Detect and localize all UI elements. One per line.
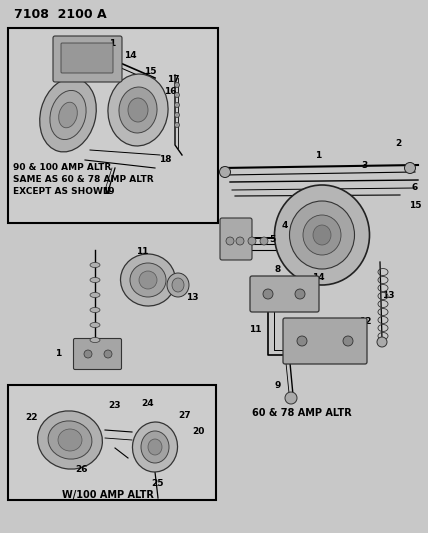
Bar xyxy=(8,385,216,500)
Text: 17: 17 xyxy=(166,76,179,85)
Ellipse shape xyxy=(90,293,100,297)
Text: 4: 4 xyxy=(282,221,288,230)
Ellipse shape xyxy=(133,422,178,472)
Circle shape xyxy=(84,350,92,358)
Text: 1: 1 xyxy=(315,150,321,159)
Ellipse shape xyxy=(121,254,175,306)
Text: 2: 2 xyxy=(395,139,401,148)
Text: 1: 1 xyxy=(55,349,61,358)
Circle shape xyxy=(343,336,353,346)
Text: 3: 3 xyxy=(292,229,298,238)
Text: 60 & 78 AMP ALTR: 60 & 78 AMP ALTR xyxy=(252,408,352,418)
Text: 26: 26 xyxy=(76,465,88,474)
Ellipse shape xyxy=(48,421,92,459)
Circle shape xyxy=(175,102,179,108)
Ellipse shape xyxy=(38,411,102,469)
Text: 9: 9 xyxy=(275,381,281,390)
Circle shape xyxy=(220,166,231,177)
Circle shape xyxy=(404,163,416,174)
Ellipse shape xyxy=(90,262,100,268)
Text: 14: 14 xyxy=(124,52,136,61)
Text: 14: 14 xyxy=(312,273,324,282)
Text: 90 & 100 AMP ALTR: 90 & 100 AMP ALTR xyxy=(13,163,111,172)
Text: SAME AS 60 & 78 AMP ALTR: SAME AS 60 & 78 AMP ALTR xyxy=(13,175,154,184)
Text: 6: 6 xyxy=(412,183,418,192)
Text: 12: 12 xyxy=(359,318,371,327)
FancyBboxPatch shape xyxy=(250,276,319,312)
Ellipse shape xyxy=(130,263,166,297)
Ellipse shape xyxy=(58,429,82,451)
Ellipse shape xyxy=(303,215,341,255)
Ellipse shape xyxy=(141,431,169,463)
Ellipse shape xyxy=(289,201,354,269)
Text: 11: 11 xyxy=(249,326,261,335)
Ellipse shape xyxy=(274,185,369,285)
Text: 10: 10 xyxy=(344,337,356,346)
Ellipse shape xyxy=(90,337,100,343)
Ellipse shape xyxy=(90,322,100,327)
Ellipse shape xyxy=(119,87,157,133)
Text: 25: 25 xyxy=(152,479,164,488)
Text: 7: 7 xyxy=(307,295,313,304)
FancyBboxPatch shape xyxy=(220,218,252,260)
Circle shape xyxy=(236,237,244,245)
FancyBboxPatch shape xyxy=(283,318,367,364)
Ellipse shape xyxy=(139,271,157,289)
Text: 23: 23 xyxy=(109,400,121,409)
Ellipse shape xyxy=(172,278,184,292)
Text: 27: 27 xyxy=(178,410,191,419)
Text: 18: 18 xyxy=(159,156,171,165)
Ellipse shape xyxy=(90,308,100,312)
Text: W/100 AMP ALTR: W/100 AMP ALTR xyxy=(62,490,154,500)
Ellipse shape xyxy=(128,98,148,122)
FancyBboxPatch shape xyxy=(74,338,122,369)
Ellipse shape xyxy=(50,91,86,140)
Ellipse shape xyxy=(313,225,331,245)
Circle shape xyxy=(248,237,256,245)
Bar xyxy=(8,28,218,223)
Ellipse shape xyxy=(59,102,77,128)
Text: 22: 22 xyxy=(26,414,38,423)
Circle shape xyxy=(377,337,387,347)
Ellipse shape xyxy=(108,74,168,146)
Text: 5: 5 xyxy=(269,236,275,245)
Text: 8: 8 xyxy=(275,265,281,274)
Text: 16: 16 xyxy=(164,87,176,96)
Text: 7108  2100 A: 7108 2100 A xyxy=(14,8,107,21)
Circle shape xyxy=(175,93,179,98)
Text: 13: 13 xyxy=(186,294,198,303)
Circle shape xyxy=(297,336,307,346)
Text: 11: 11 xyxy=(136,247,148,256)
Circle shape xyxy=(175,112,179,117)
Circle shape xyxy=(175,83,179,87)
FancyBboxPatch shape xyxy=(53,36,122,82)
Text: 20: 20 xyxy=(192,427,204,437)
Text: 15: 15 xyxy=(144,68,156,77)
Ellipse shape xyxy=(40,78,96,152)
Text: 19: 19 xyxy=(102,188,114,197)
Text: EXCEPT AS SHOWN: EXCEPT AS SHOWN xyxy=(13,187,110,196)
Circle shape xyxy=(285,392,297,404)
Text: 21: 21 xyxy=(66,124,78,133)
Text: 24: 24 xyxy=(142,399,155,408)
Circle shape xyxy=(104,350,112,358)
Circle shape xyxy=(295,289,305,299)
Text: 15: 15 xyxy=(409,200,421,209)
Ellipse shape xyxy=(167,273,189,297)
Ellipse shape xyxy=(148,439,162,455)
Text: 1: 1 xyxy=(109,38,115,47)
FancyBboxPatch shape xyxy=(61,43,113,73)
Circle shape xyxy=(260,237,268,245)
Circle shape xyxy=(263,289,273,299)
Text: 13: 13 xyxy=(382,290,394,300)
Circle shape xyxy=(175,123,179,127)
Circle shape xyxy=(226,237,234,245)
Text: 3: 3 xyxy=(362,160,368,169)
Ellipse shape xyxy=(90,278,100,282)
